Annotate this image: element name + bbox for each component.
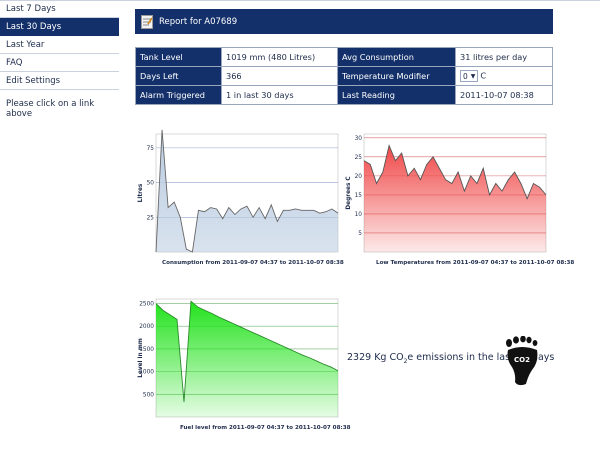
table-row: Tank Level 1019 mm (480 Litres) Avg Cons… xyxy=(135,47,553,67)
temp-modifier-cell: 0 ▼ C xyxy=(455,66,553,86)
consumption-chart-svg: 25 50 75 Litres xyxy=(138,129,339,253)
co2-prefix: 2329 Kg CO xyxy=(347,352,404,363)
fuel-level-chart: 500 1000 1500 2000 2500 Level in mm xyxy=(126,293,343,423)
sidebar-item-edit-settings[interactable]: Edit Settings xyxy=(0,72,119,90)
footprint-label: CO2 xyxy=(514,356,530,364)
y-tick-label: 15 xyxy=(355,193,363,199)
temp-modifier-label: Temperature Modifier xyxy=(337,66,456,86)
y-tick-label: 25 xyxy=(355,155,363,161)
co2-emissions-text: 2329 Kg CO2e emissions in the last 30 da… xyxy=(347,352,554,365)
document-icon xyxy=(141,14,153,29)
sidebar-hint: Please click on a link above xyxy=(6,99,95,119)
sidebar-item-last-year[interactable]: Last Year xyxy=(0,36,119,54)
y-tick-label: 50 xyxy=(147,181,155,187)
temp-modifier-unit: C xyxy=(480,70,487,81)
series-line xyxy=(155,129,339,253)
chevron-down-icon: ▼ xyxy=(470,72,476,80)
y-tick-label: 30 xyxy=(355,136,363,142)
fuel-level-chart-caption: Fuel level from 2011-09-07 04:37 to 2011… xyxy=(180,425,351,431)
y-axis-label: Degrees C xyxy=(346,176,352,209)
last-reading-value: 2011-10-07 08:38 xyxy=(455,85,553,105)
page-title: Report for A07689 xyxy=(159,16,238,27)
y-axis-label: Level in mm xyxy=(138,338,144,378)
temperature-chart-svg: 5 10 15 20 25 30 Degrees C xyxy=(346,133,547,253)
temperature-chart-caption: Low Temperatures from 2011-09-07 04:37 t… xyxy=(376,260,575,266)
tank-info-table: Tank Level 1019 mm (480 Litres) Avg Cons… xyxy=(135,47,553,105)
table-row: Alarm Triggered 1 in last 30 days Last R… xyxy=(135,85,553,105)
sidebar-item-faq[interactable]: FAQ xyxy=(0,54,119,72)
top-rule xyxy=(0,0,600,1)
y-tick-label: 1500 xyxy=(139,347,154,353)
report-header: Report for A07689 xyxy=(135,9,553,34)
y-tick-label: 2000 xyxy=(139,324,154,330)
sidebar-item-last-7-days[interactable]: Last 7 Days xyxy=(0,0,119,18)
consumption-chart-caption: Consumption from 2011-09-07 04:37 to 201… xyxy=(162,260,344,266)
y-tick-label: 5 xyxy=(358,231,362,237)
avg-consumption-value: 31 litres per day xyxy=(455,47,553,67)
y-axis-label: Litres xyxy=(138,183,144,202)
days-left-label: Days Left xyxy=(135,66,222,86)
sidebar-nav: Last 7 Days Last 30 Days Last Year FAQ E… xyxy=(0,0,119,119)
y-tick-label: 2500 xyxy=(139,302,154,308)
co2-suffix: e emissions in the last 30 days xyxy=(407,352,555,363)
tank-level-label: Tank Level xyxy=(135,47,222,67)
y-tick-label: 10 xyxy=(355,212,363,218)
co2-subscript: 2 xyxy=(403,357,408,365)
alarm-value: 1 in last 30 days xyxy=(221,85,338,105)
footprint-icon: CO2 xyxy=(506,336,538,386)
last-reading-label: Last Reading xyxy=(337,85,456,105)
y-tick-label: 20 xyxy=(355,174,363,180)
y-tick-label: 75 xyxy=(147,146,155,152)
y-tick-label: 25 xyxy=(147,215,155,221)
series-line xyxy=(155,300,339,403)
tank-level-value: 1019 mm (480 Litres) xyxy=(221,47,338,67)
y-tick-label: 500 xyxy=(143,392,154,398)
series-area xyxy=(156,301,338,417)
series-area xyxy=(364,145,546,252)
fuel-level-chart-svg: 500 1000 1500 2000 2500 Level in mm xyxy=(138,298,339,418)
alarm-label: Alarm Triggered xyxy=(135,85,222,105)
temperature-chart: 5 10 15 20 25 30 Degrees C xyxy=(340,128,550,258)
avg-consumption-label: Avg Consumption xyxy=(337,47,456,67)
y-tick-label: 1000 xyxy=(139,370,154,376)
temp-modifier-selected: 0 xyxy=(463,71,468,81)
sidebar-item-last-30-days[interactable]: Last 30 Days xyxy=(0,18,119,36)
table-row: Days Left 366 Temperature Modifier 0 ▼ C xyxy=(135,66,553,86)
consumption-chart: 25 50 75 Litres xyxy=(133,128,343,258)
days-left-value: 366 xyxy=(221,66,338,86)
temp-modifier-select[interactable]: 0 ▼ xyxy=(460,70,479,82)
series-area xyxy=(156,129,338,252)
series-line xyxy=(363,143,547,200)
